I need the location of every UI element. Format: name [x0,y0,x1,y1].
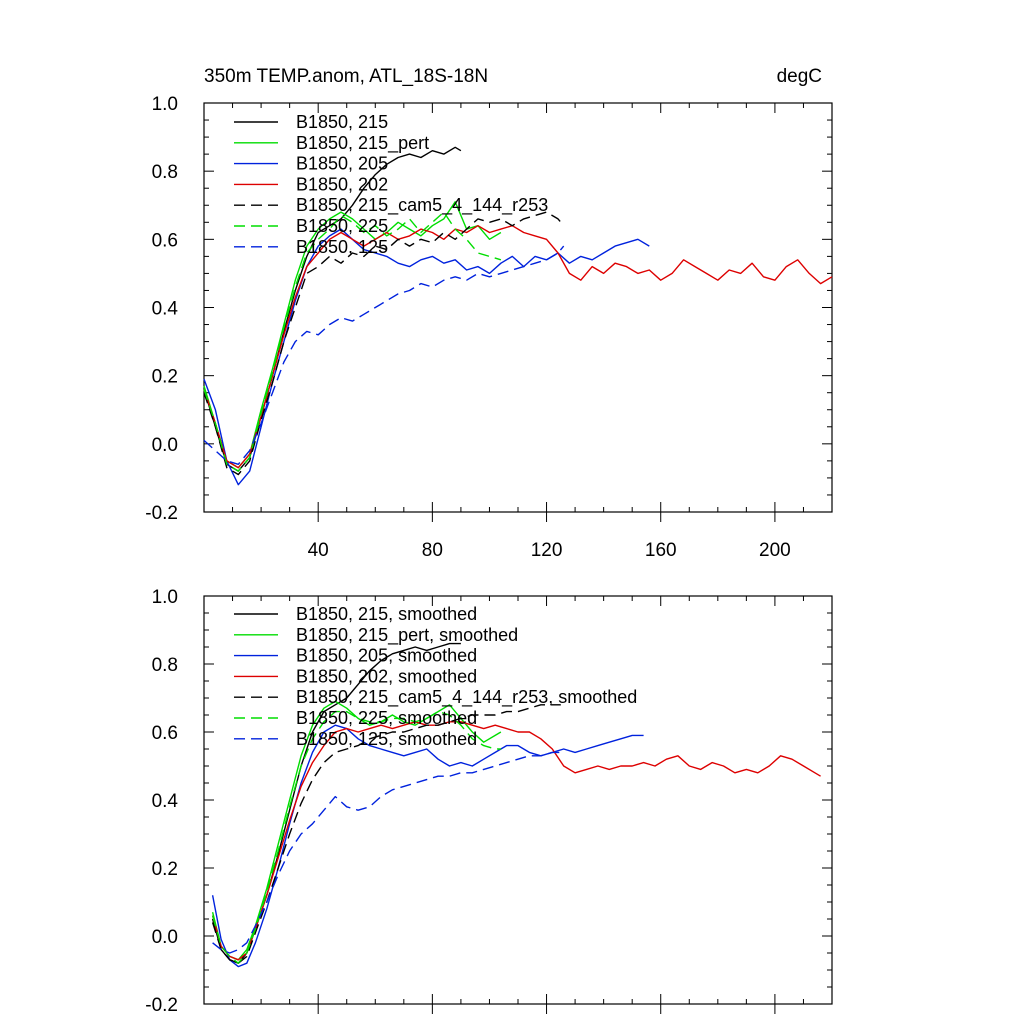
top-legend-label: B1850, 225 [296,216,388,236]
top-ytick-label: 0.0 [152,435,178,456]
top-panel: 350m TEMP.anom, ATL_18S-18N degC 40 80 120… [145,66,833,561]
bottom-ytick-label: 0.6 [152,723,178,744]
top-xtick-label: 160 [645,540,677,561]
top-legend-label: B1850, 205 [296,154,388,174]
bottom-legend-label: B1850, 215_cam5_4_144_r253, smoothed [296,687,637,708]
top-ytick-label: 0.4 [152,299,179,320]
bottom-legend-label: B1850, 202, smoothed [296,666,477,686]
bottom-legend-label: B1850, 215, smoothed [296,604,477,624]
top-series-line-5 [203,211,565,476]
top-legend-label: B1850, 215_cam5_4_144_r253 [296,195,548,216]
top-ytick-label: 0.2 [152,367,178,388]
top-xtick-label: 40 [308,540,329,561]
top-legend-label: B1850, 215 [296,112,388,132]
top-legend-label: B1850, 125 [296,237,388,257]
top-panel-title: 350m TEMP.anom, ATL_18S-18N [204,66,488,87]
bottom-legend-label: B1850, 215_pert, smoothed [296,625,518,646]
bottom-panel: -0.2 0.0 0.2 0.4 0.6 0.8 1.0 B1850, 215, smooth… [145,587,833,1016]
top-legend-label: B1850, 215_pert [296,133,429,154]
bottom-legend-label: B1850, 125, smoothed [296,729,477,749]
bottom-series-line-5 [211,704,561,964]
top-panel-units: degC [777,66,822,87]
top-series-line-4 [203,224,833,469]
top-xtick-label: 80 [422,540,443,561]
top-ytick-label: 1.0 [152,94,178,115]
bottom-ytick-label: 1.0 [152,587,178,608]
bottom-series-line-4 [211,721,821,961]
top-legend-label: B1850, 202 [296,174,388,194]
top-ytick-label: -0.2 [145,503,178,524]
top-xtick-label: 120 [531,540,563,561]
bottom-ytick-label: 0.2 [152,859,178,880]
top-ytick-label: 0.8 [152,162,178,183]
bottom-series-line-6 [211,710,501,964]
bottom-ytick-label: 0.0 [152,927,178,948]
bottom-ytick-label: 0.4 [152,791,179,812]
top-xtick-label: 200 [759,540,791,561]
bottom-legend-label: B1850, 225, smoothed [296,708,477,728]
bottom-legend-label: B1850, 205, smoothed [296,646,477,666]
bottom-series-line-2 [211,700,502,961]
bottom-ytick-label: -0.2 [145,995,178,1016]
bottom-series-line-7 [212,751,561,954]
bottom-ytick-label: 0.8 [152,655,178,676]
top-ytick-label: 0.6 [152,230,178,251]
bottom-series-line-3 [211,724,644,968]
